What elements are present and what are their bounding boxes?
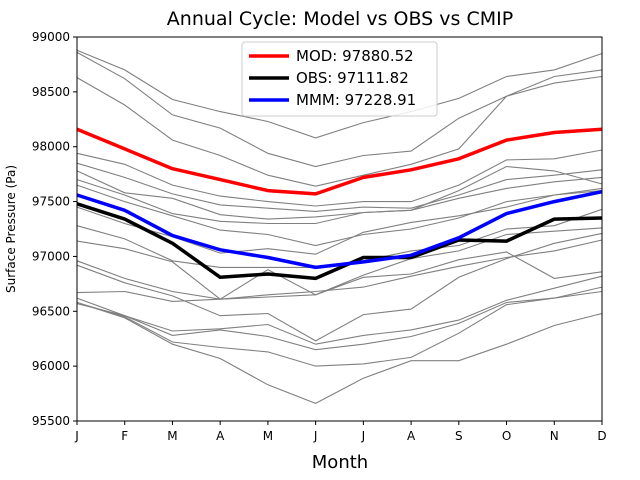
x-tick-label: F xyxy=(121,429,128,443)
cmip-model-line-3 xyxy=(76,75,603,187)
chart-title: Annual Cycle: Model vs OBS vs CMIP xyxy=(167,8,513,30)
cmip-model-line-5 xyxy=(76,162,603,212)
y-tick-label: 97000 xyxy=(32,249,70,263)
cmip-model-line-1 xyxy=(76,49,603,139)
x-tick-label: O xyxy=(502,429,511,443)
cmip-model-lines xyxy=(76,49,603,405)
x-tick-label: J xyxy=(313,429,318,443)
series-line-mod xyxy=(76,127,603,196)
cmip-model-line-9 xyxy=(76,187,603,255)
x-tick-label: M xyxy=(167,429,177,443)
y-tick-label: 99000 xyxy=(32,30,70,44)
cmip-model-line-14 xyxy=(76,251,603,302)
y-tick-label: 97500 xyxy=(32,195,70,209)
cmip-model-line-18 xyxy=(76,301,603,405)
x-tick-label: D xyxy=(597,429,606,443)
cmip-model-line-17 xyxy=(76,286,603,367)
cmip-model-line-2 xyxy=(76,51,603,168)
cmip-model-line-8 xyxy=(76,184,603,247)
y-tick-label: 96000 xyxy=(32,359,70,373)
x-tick-label: N xyxy=(550,429,559,443)
plot-area-frame xyxy=(76,36,603,422)
y-axis-ticks: 95500 96000 96500 97000 97500 98000 98500 99000 xyxy=(32,30,77,428)
x-axis-label: Month xyxy=(312,452,368,473)
series-line-obs xyxy=(76,202,603,281)
y-tick-label: 95500 xyxy=(32,414,70,428)
cmip-model-line-6 xyxy=(76,170,603,220)
y-axis-label: Surface Pressure (Pa) xyxy=(4,165,18,293)
legend: MOD: 97880.52 OBS: 97111.82 MMM: 97228.91 xyxy=(241,41,438,117)
legend-label-mod: MOD: 97880.52 xyxy=(296,47,414,65)
x-tick-label: J xyxy=(74,429,79,443)
x-tick-label: J xyxy=(361,429,366,443)
x-tick-label: A xyxy=(216,429,225,443)
x-tick-label: M xyxy=(263,429,273,443)
x-tick-label: A xyxy=(407,429,416,443)
y-tick-label: 96500 xyxy=(32,304,70,318)
cmip-model-line-7 xyxy=(76,165,603,225)
y-tick-label: 98000 xyxy=(32,140,70,154)
cmip-model-line-4 xyxy=(76,149,603,207)
x-tick-label: S xyxy=(455,429,463,443)
legend-label-mmm: MMM: 97228.91 xyxy=(296,91,416,109)
cmip-model-line-16 xyxy=(76,290,603,351)
y-tick-label: 98500 xyxy=(32,85,70,99)
cmip-model-line-15 xyxy=(76,275,603,345)
legend-label-obs: OBS: 97111.82 xyxy=(296,69,409,87)
main-series-lines xyxy=(76,127,603,281)
legend-box xyxy=(241,41,438,117)
series-line-mmm xyxy=(76,189,603,270)
cmip-model-line-11 xyxy=(76,227,603,300)
